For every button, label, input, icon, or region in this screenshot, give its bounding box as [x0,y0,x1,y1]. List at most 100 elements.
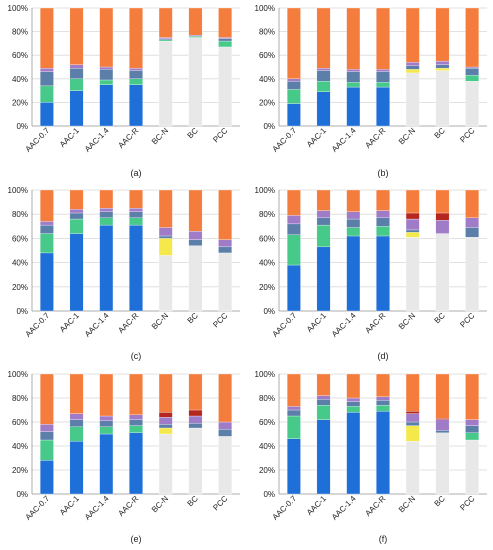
x-tick-label: BC [433,126,447,140]
bar-segment [218,46,232,127]
bar-segment [376,373,390,397]
bar-segment [376,69,390,72]
y-tick-label: 100% [255,186,275,195]
bar-segment [158,37,173,39]
bar-segment [158,7,173,38]
bar-segment [129,419,143,426]
x-tick-label: AAC-1.4 [330,494,358,522]
bar-segment [435,432,450,495]
y-tick-label: 100% [8,4,28,13]
bar-segment [158,39,173,42]
bar-segment [188,189,203,232]
bar-segment [405,212,420,220]
bar-segment [287,406,301,411]
bar-segment [316,210,331,218]
bar-segment [346,7,361,70]
x-tick-label: AAC-1 [305,311,328,334]
bar-segment [188,427,203,495]
bar-segment [99,420,114,427]
bar-segment [376,235,390,312]
y-tick-label: 20% [259,466,275,475]
panel-label: (a) [131,168,142,178]
bar-segment [129,224,143,312]
bar-segment [316,405,331,420]
bar-segment [405,411,420,414]
bar-segment [40,252,54,312]
y-tick-label: 0% [263,122,275,131]
bar-segment [69,441,84,495]
bar-segment [376,189,390,211]
bar-segment [376,226,390,237]
bar-segment [346,211,361,220]
bar-segment [465,66,479,69]
chart-panel: 0%20%40%60%80%100%AAC-0.7 AAC-1 AAC-1.4 AAC… [255,370,487,544]
y-tick-label: 20% [12,283,28,292]
bar-segment [435,60,450,65]
bar-segment [287,189,301,216]
bar-segment [316,399,331,406]
bar-segment [40,7,54,69]
bar-segment [346,406,361,413]
bar-segment [316,217,331,226]
bar-segment [129,68,143,71]
bar-segment [376,210,390,218]
bar-segment [405,62,420,66]
bar-segment [99,79,114,85]
bar-segment [218,429,232,437]
bar-segment [69,373,84,414]
x-tick-label: PCC [211,126,229,144]
bar-segment [316,189,331,211]
bar-segment [435,373,450,419]
x-tick-label: BC [186,126,200,140]
bar-segment [99,7,114,68]
bar-segment [287,78,301,82]
bar-segment [218,189,232,240]
bar-segment [99,217,114,226]
bar-segment [129,78,143,85]
bar-segment [287,215,301,225]
bar-segment [287,234,301,266]
bar-segment [287,89,301,104]
y-tick-label: 20% [259,98,275,107]
y-tick-label: 60% [259,418,275,427]
bar-segment [405,441,420,495]
x-tick-label: PCC [211,494,229,512]
bar-segment [465,419,479,426]
y-tick-label: 40% [259,75,275,84]
bar-segment [69,78,84,91]
bar-segment [465,7,479,68]
bar-segment [346,397,361,402]
y-tick-label: 100% [8,186,28,195]
bar-segment [99,415,114,421]
bar-segment [346,69,361,72]
bar-segment [405,413,420,423]
bar-segment [376,7,390,70]
panel-label: (c) [131,351,142,361]
bar-segment [405,65,420,70]
bar-segment [99,207,114,212]
bar-segment [465,227,479,238]
bar-segment [158,373,173,413]
y-tick-label: 40% [12,75,28,84]
bar-segment [316,7,331,69]
bar-segment [405,69,420,74]
bar-segment [129,425,143,433]
bar-segment [40,102,54,127]
bar-segment [287,103,301,127]
bar-segment [346,189,361,212]
bar-segment [69,212,84,220]
bar-segment [316,395,331,400]
x-tick-label: BC [186,311,200,325]
x-tick-label: PCC [458,126,476,144]
y-tick-label: 20% [12,98,28,107]
x-tick-label: BC [433,494,447,508]
bar-segment [316,91,331,127]
bar-segment [188,409,203,417]
bar-segment [346,412,361,495]
x-tick-label: PCC [458,311,476,329]
bar-segment [99,69,114,81]
bar-segment [69,90,84,127]
bar-segment [188,423,203,429]
bar-segment [129,70,143,79]
